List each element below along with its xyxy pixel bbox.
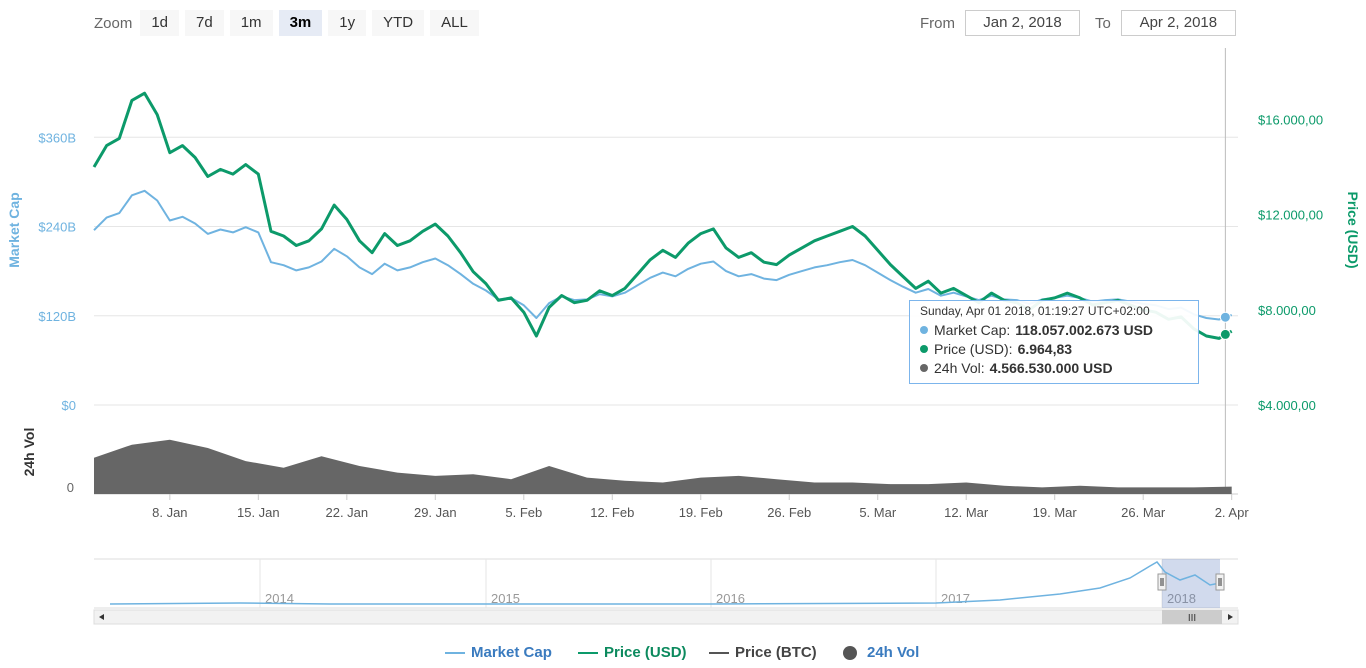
navigator-year-label: 2018 bbox=[1167, 591, 1196, 606]
gridlines bbox=[94, 48, 1238, 495]
legend-label: 24h Vol bbox=[867, 644, 920, 661]
navigator-year-label: 2016 bbox=[716, 591, 745, 606]
market-cap-hover-marker bbox=[1219, 311, 1231, 323]
volume-axis-tick-label: 0 bbox=[67, 480, 74, 495]
zoom-button-1m[interactable]: 1m bbox=[229, 10, 273, 36]
market-cap-line-icon bbox=[445, 651, 465, 654]
legend-label: Market Cap bbox=[471, 644, 552, 661]
price-btc-line-icon bbox=[709, 651, 729, 654]
navigator-year-label: 2015 bbox=[491, 591, 520, 606]
x-tick-label: 26. Feb bbox=[767, 505, 811, 520]
legend-item-volume[interactable]: 24h Vol bbox=[843, 644, 919, 661]
zoom-button-ytd[interactable]: YTD bbox=[372, 10, 425, 36]
to-range: To Apr 2, 2018 bbox=[1095, 10, 1236, 36]
to-label: To bbox=[1095, 14, 1111, 32]
navigator-handle bbox=[1157, 573, 1167, 591]
left-axis-tick-label: $120B bbox=[38, 309, 76, 324]
x-tick-label: 12. Mar bbox=[944, 505, 989, 520]
price-dot-icon bbox=[920, 344, 928, 353]
tooltip-header: Sunday, Apr 01 2018, 01:19:27 UTC+02:00 bbox=[920, 304, 1150, 318]
x-tick-label: 5. Mar bbox=[859, 505, 897, 520]
legend-item-market-cap[interactable]: Market Cap bbox=[445, 644, 552, 661]
tooltip-value: 118.057.002.673 USD bbox=[1015, 321, 1154, 338]
price-hover-marker bbox=[1219, 328, 1231, 340]
right-axis-tick-label: $8.000,00 bbox=[1258, 303, 1316, 318]
tooltip: Sunday, Apr 01 2018, 01:19:27 UTC+02:00 … bbox=[909, 300, 1199, 384]
zoom-buttons: 1d 7d 1m 3m 1y YTD ALL bbox=[140, 10, 484, 36]
legend-label: Price (BTC) bbox=[735, 644, 817, 661]
scroll-right-arrow-icon bbox=[1228, 614, 1233, 620]
x-tick-label: 15. Jan bbox=[237, 505, 280, 520]
chart-canvas[interactable]: $0 $120B $240B $360B $4.000,00 $8.000,00 $12.0… bbox=[0, 0, 1366, 640]
navigator-handle bbox=[1215, 573, 1225, 591]
right-axis-tick-label: $16.000,00 bbox=[1258, 112, 1323, 127]
price-usd-line-icon bbox=[578, 651, 598, 654]
tooltip-value: 4.566.530.000 USD bbox=[989, 359, 1113, 376]
volume-circle-icon bbox=[843, 645, 857, 660]
x-tick-label: 29. Jan bbox=[414, 505, 457, 520]
volume-dot-icon bbox=[920, 363, 928, 372]
scrollbar-grip: III bbox=[1188, 613, 1196, 624]
tooltip-label: 24h Vol: bbox=[934, 359, 985, 376]
from-range: From Jan 2, 2018 bbox=[920, 10, 1080, 36]
to-date-input[interactable]: Apr 2, 2018 bbox=[1120, 10, 1236, 36]
x-tick-label: 22. Jan bbox=[325, 505, 368, 520]
x-tick-label: 12. Feb bbox=[590, 505, 634, 520]
scrollbar-track bbox=[93, 609, 1239, 625]
right-axis-tick-label: $4.000,00 bbox=[1258, 398, 1316, 413]
left-axis-title: Market Cap bbox=[6, 192, 22, 267]
volume-series bbox=[94, 439, 1232, 494]
navigator-year-label: 2017 bbox=[941, 591, 970, 606]
legend-item-price-usd[interactable]: Price (USD) bbox=[578, 644, 687, 661]
tooltip-label: Price (USD): bbox=[934, 340, 1013, 357]
zoom-button-3m[interactable]: 3m bbox=[278, 10, 323, 36]
x-tick-label: 26. Mar bbox=[1121, 505, 1166, 520]
zoom-button-all[interactable]: ALL bbox=[430, 10, 479, 36]
zoom-label: Zoom bbox=[94, 14, 133, 32]
x-tick-label: 2. Apr bbox=[1215, 505, 1250, 520]
volume-area bbox=[94, 439, 1232, 494]
zoom-button-1d[interactable]: 1d bbox=[140, 10, 180, 36]
x-tick-label: 8. Jan bbox=[152, 505, 187, 520]
legend: Market Cap Price (USD) Price (BTC) 24h V… bbox=[0, 644, 1366, 666]
from-label: From bbox=[920, 14, 955, 32]
zoom-button-7d[interactable]: 7d bbox=[185, 10, 224, 36]
left-axis-tick-label: $0 bbox=[62, 398, 76, 413]
x-tick-label: 19. Mar bbox=[1033, 505, 1078, 520]
navigator-year-label: 2014 bbox=[265, 591, 294, 606]
zoom-bar: Zoom 1d 7d 1m 3m 1y YTD ALL bbox=[94, 10, 485, 36]
axes: $0 $120B $240B $360B $4.000,00 $8.000,00 $12.0… bbox=[6, 112, 1361, 520]
right-axis-tick-label: $12.000,00 bbox=[1258, 208, 1323, 223]
tooltip-label: Market Cap: bbox=[934, 321, 1011, 338]
legend-item-price-btc[interactable]: Price (BTC) bbox=[709, 644, 817, 661]
zoom-button-1y[interactable]: 1y bbox=[328, 10, 367, 36]
tooltip-row-price: Price (USD): 6.964,83 bbox=[920, 339, 1188, 358]
navigator-selection bbox=[1162, 559, 1220, 608]
left-axis-tick-label: $360B bbox=[38, 130, 76, 145]
volume-axis-title: 24h Vol bbox=[21, 428, 37, 477]
market-cap-dot-icon bbox=[920, 325, 928, 334]
navigator-series-line bbox=[109, 561, 1221, 605]
navigator: 2014 2015 2016 2017 2018 III bbox=[93, 558, 1239, 625]
right-axis-title: Price (USD) bbox=[1345, 191, 1361, 268]
from-date-input[interactable]: Jan 2, 2018 bbox=[965, 10, 1080, 36]
scrollbar-thumb bbox=[1162, 610, 1222, 624]
legend-label: Price (USD) bbox=[604, 644, 687, 661]
x-tick-label: 19. Feb bbox=[679, 505, 723, 520]
left-axis-tick-label: $240B bbox=[38, 220, 76, 235]
tooltip-row-market-cap: Market Cap: 118.057.002.673 USD bbox=[920, 320, 1188, 339]
tooltip-value: 6.964,83 bbox=[1017, 340, 1073, 357]
scroll-left-arrow-icon bbox=[99, 614, 104, 620]
x-tick-label: 5. Feb bbox=[505, 505, 542, 520]
tooltip-row-volume: 24h Vol: 4.566.530.000 USD bbox=[920, 358, 1188, 377]
